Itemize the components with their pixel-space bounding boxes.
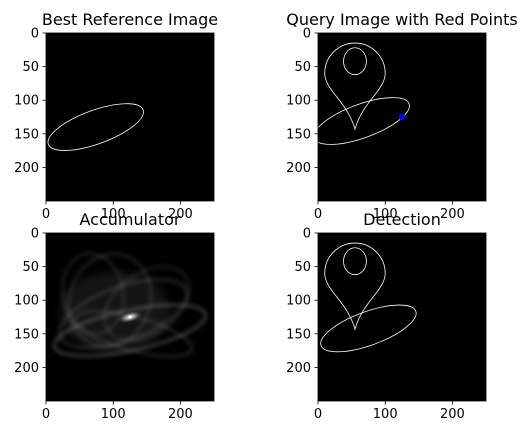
x-tick-label: 100: [373, 207, 398, 222]
x-tick-label: 100: [101, 407, 126, 422]
x-tick-label: 0: [314, 407, 322, 422]
detection-title: Detection: [363, 210, 441, 229]
y-tick-label: 200: [286, 161, 311, 176]
y-tick-label: 50: [294, 60, 311, 75]
y-tick-label: 150: [14, 327, 39, 342]
x-tick-label: 0: [42, 407, 50, 422]
y-tick-label: 100: [286, 94, 311, 109]
y-tick-label: 0: [31, 27, 39, 42]
y-tick-label: 200: [286, 361, 311, 376]
y-tick-label: 100: [14, 294, 39, 309]
axes-frame: [317, 232, 487, 402]
x-tick-label: 0: [314, 207, 322, 222]
y-tick-label: 100: [14, 94, 39, 109]
pin-outline: [324, 242, 386, 331]
y-tick-label: 50: [294, 260, 311, 275]
y-tick-label: 0: [303, 27, 311, 42]
x-tick-label: 200: [440, 207, 465, 222]
y-tick-label: 0: [303, 227, 311, 242]
y-tick-label: 200: [14, 161, 39, 176]
y-tick-label: 100: [286, 294, 311, 309]
query-panel: 0 100 200 0 50 100 150 200 Query Image with Red …: [286, 10, 518, 222]
y-tick-label: 150: [286, 127, 311, 142]
x-tick-label: 200: [168, 407, 193, 422]
x-tick-label: 100: [373, 407, 398, 422]
axes-frame: [45, 32, 215, 202]
query-title: Query Image with Red Points: [286, 10, 517, 29]
image-area: [46, 33, 214, 201]
reference-title: Best Reference Image: [42, 10, 218, 29]
pin-hole-outline: [343, 247, 367, 276]
x-tick-label: 200: [168, 207, 193, 222]
y-tick-label: 0: [31, 227, 39, 242]
x-tick-label: 100: [101, 207, 126, 222]
x-tick-label: 200: [440, 407, 465, 422]
axes-frame: [45, 232, 215, 402]
ellipse-outline: [320, 304, 417, 353]
y-tick-label: 150: [14, 127, 39, 142]
accumulator-title: Accumulator: [79, 210, 180, 229]
axes-frame: [317, 32, 487, 202]
y-tick-label: 50: [22, 60, 39, 75]
ellipse-outline: [47, 103, 144, 151]
y-tick-label: 200: [14, 361, 39, 376]
y-tick-label: 50: [22, 260, 39, 275]
point-marker: [398, 113, 406, 121]
ellipse-outline: [318, 97, 410, 145]
y-tick-label: 150: [286, 327, 311, 342]
reference-panel: 0 100 200 0 50 100 150 200 Best Reference Image: [14, 10, 218, 222]
image-area: [318, 233, 486, 401]
pin-outline: [324, 42, 386, 131]
pin-hole-outline: [343, 47, 367, 76]
x-tick-label: 0: [42, 207, 50, 222]
